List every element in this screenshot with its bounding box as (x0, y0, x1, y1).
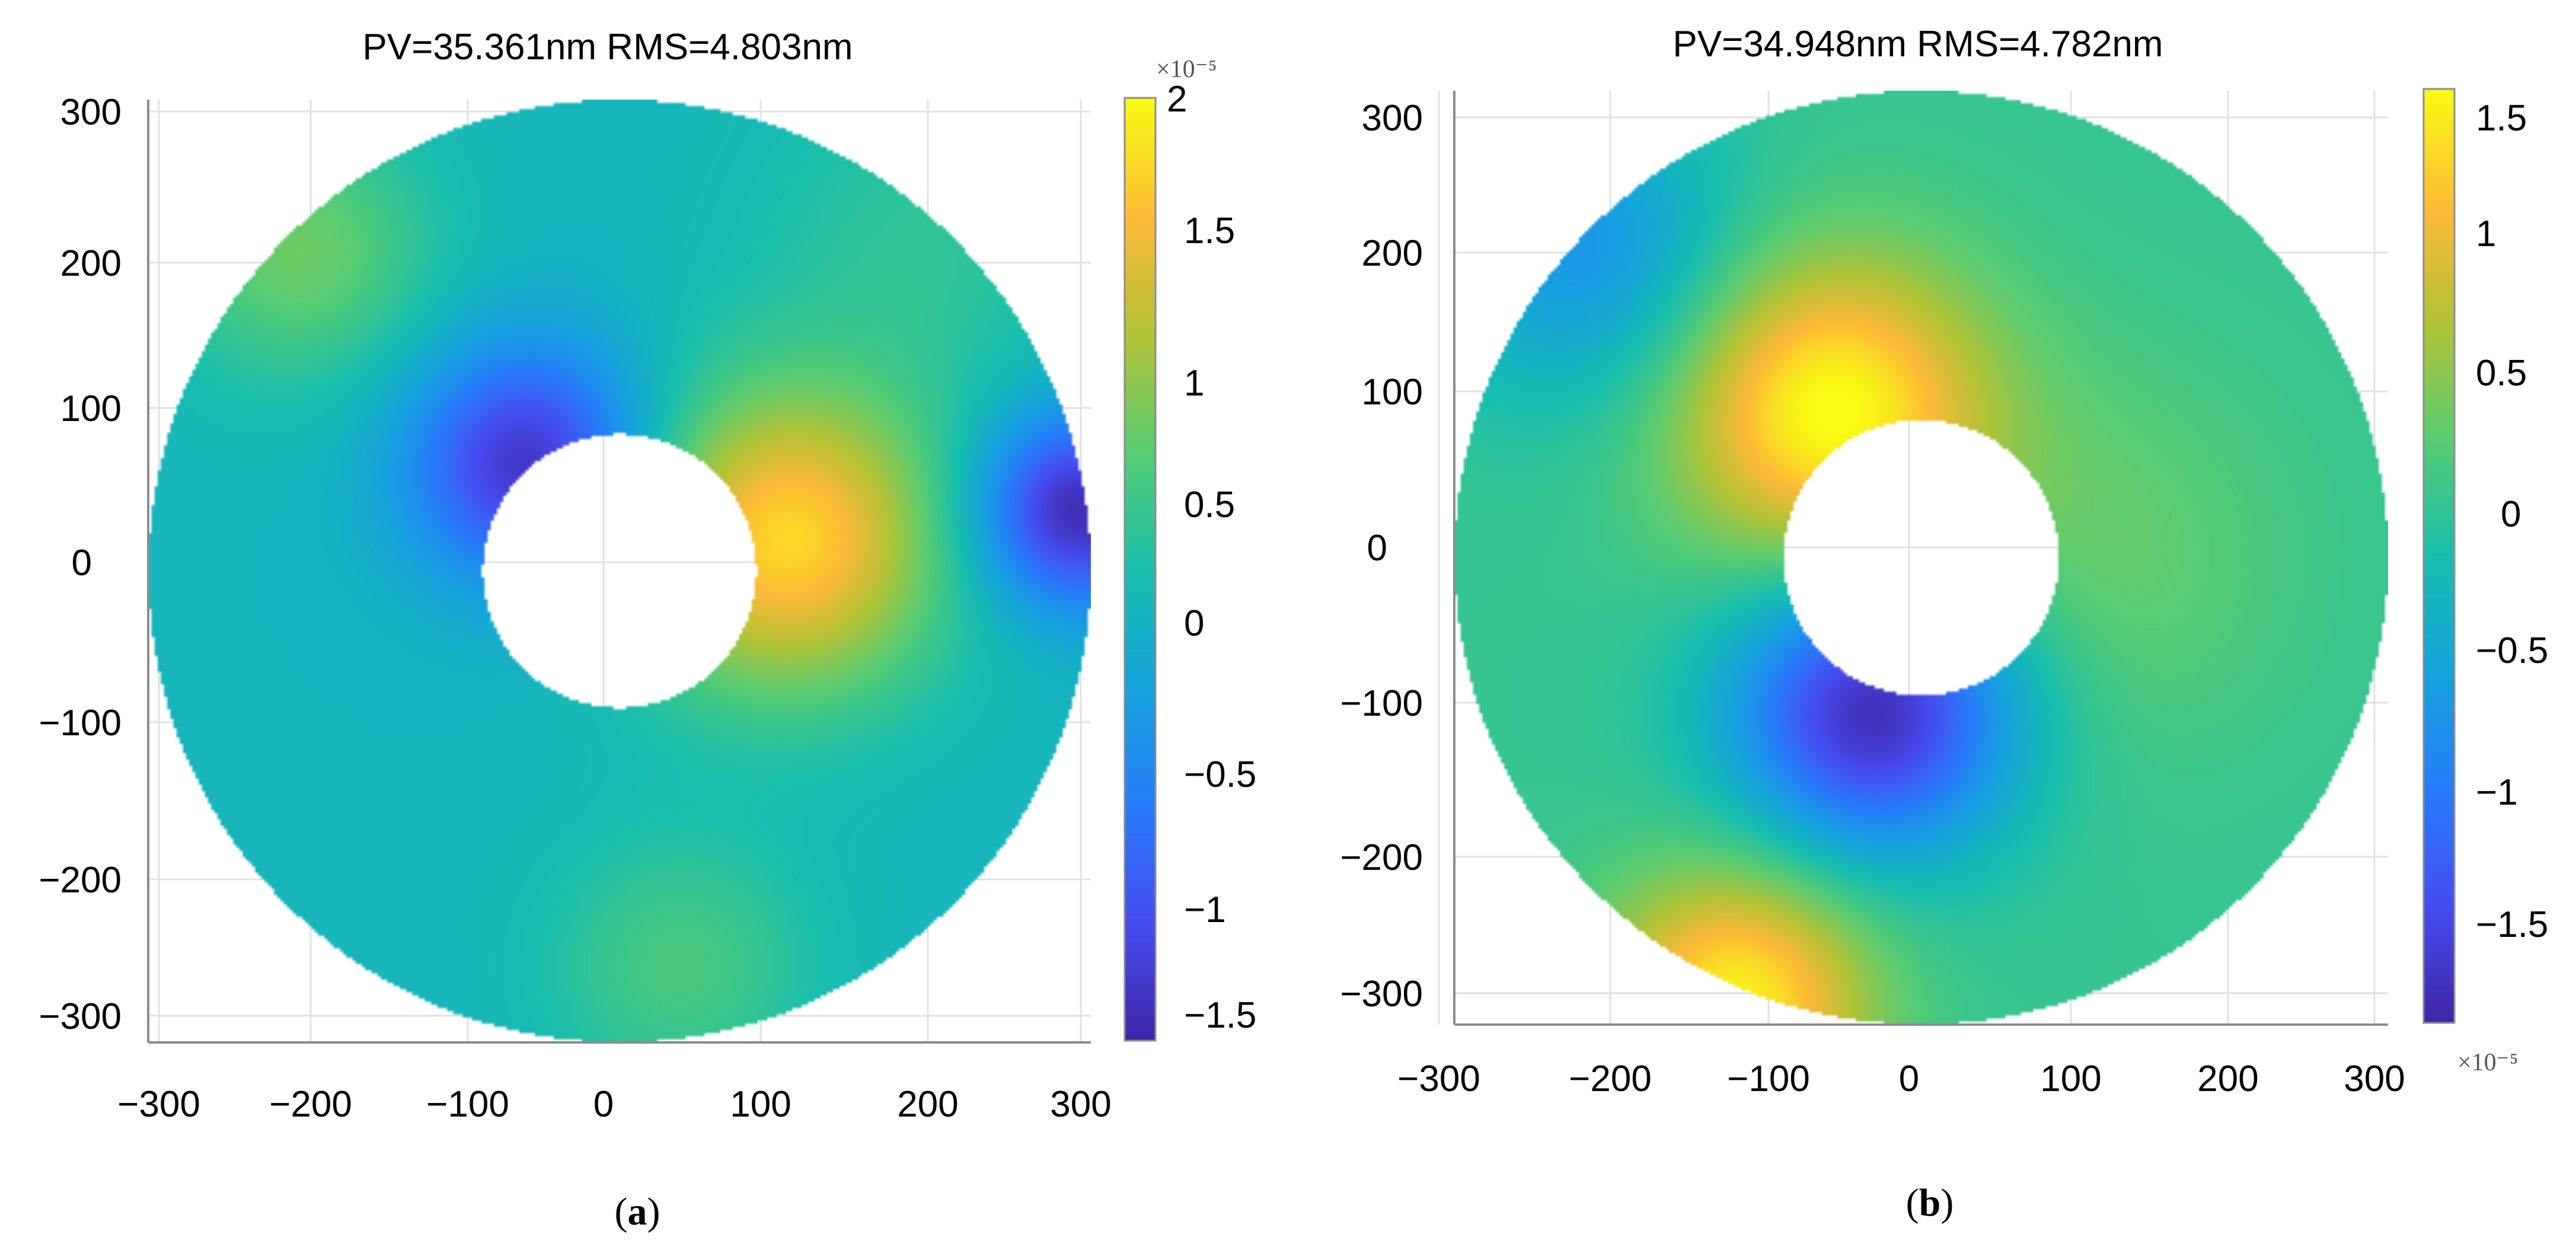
y-tick-label: −200 (39, 860, 122, 901)
x-tick-label: −200 (1569, 1058, 1652, 1099)
panel-a-y-ticks: 300 200 100 0 −100 −200 −300 (39, 92, 122, 1037)
colorbar-tick-label: 1.5 (1184, 211, 1235, 251)
colorbar-tick-label: −1.5 (2476, 904, 2548, 945)
y-tick-label: 100 (1362, 372, 1423, 413)
y-tick-label: −300 (39, 996, 122, 1037)
x-tick-label: −200 (269, 1084, 352, 1125)
panel-b-colorbar (2424, 89, 2454, 1023)
colorbar-tick-label: 2 (1167, 79, 1187, 120)
y-tick-label: 0 (72, 543, 92, 583)
colorbar-tick-label: −0.5 (2476, 630, 2548, 671)
panel-b-title: PV=34.948nm RMS=4.782nm (1672, 24, 2163, 65)
colorbar-tick-label: 0.5 (1184, 484, 1235, 525)
colorbar-tick-label: 1.5 (2476, 98, 2527, 139)
y-tick-label: 300 (60, 92, 122, 133)
colorbar-tick-label: −1 (2476, 772, 2518, 813)
panel-a-colorbar (1125, 98, 1155, 1041)
x-tick-label: 100 (730, 1084, 791, 1125)
y-tick-label: 200 (60, 243, 122, 284)
panel-a-caption: (a) (615, 1190, 660, 1233)
panel-a: PV=35.361nm RMS=4.803nm −300 −200 −100 0… (39, 27, 1256, 1233)
panel-b-x-ticks: −300 −200 −100 0 100 200 300 (1397, 1058, 2405, 1099)
y-tick-label: −200 (1340, 837, 1423, 878)
x-tick-label: 0 (593, 1084, 614, 1125)
panel-a-colorbar-frame (1123, 97, 1157, 1042)
x-tick-label: −100 (1727, 1058, 1810, 1099)
panel-b-axes (1453, 91, 2388, 1026)
colorbar-tick-label: −0.5 (1184, 754, 1256, 795)
x-tick-label: 300 (1050, 1084, 1111, 1125)
colorbar-tick-label: 0.5 (2476, 353, 2527, 394)
x-tick-label: −100 (426, 1084, 509, 1125)
panel-b-y-ticks: 300 200 100 0 −100 −200 −300 (1340, 98, 1423, 1015)
panel-a-colorbar-ticks: 2 1.5 1 0.5 0 −0.5 −1 −1.5 (1167, 79, 1256, 1036)
y-tick-label: 100 (60, 388, 122, 429)
x-tick-label: 0 (1899, 1058, 1919, 1099)
panel-a-x-ticks: −300 −200 −100 0 100 200 300 (117, 1084, 1112, 1125)
y-tick-label: −300 (1340, 974, 1423, 1015)
x-tick-label: 200 (2197, 1058, 2258, 1099)
x-tick-label: 200 (897, 1084, 958, 1125)
panel-a-axes (147, 100, 1091, 1044)
y-tick-label: −100 (1340, 683, 1423, 724)
x-tick-label: −300 (1397, 1058, 1480, 1099)
y-tick-label: 200 (1362, 233, 1423, 274)
colorbar-tick-label: 1 (1184, 363, 1204, 404)
panel-b-caption: (b) (1906, 1181, 1954, 1224)
colorbar-tick-label: −1 (1184, 889, 1226, 930)
panel-b-colorbar-exponent: ×10⁻⁵ (2457, 1049, 2518, 1076)
panel-a-heatmap (148, 100, 1091, 1042)
x-tick-label: −300 (117, 1084, 200, 1125)
panel-b: PV=34.948nm RMS=4.782nm −300 −200 −100 0… (1340, 24, 2548, 1224)
colorbar-tick-label: 0 (2501, 494, 2521, 535)
panel-a-colorbar-exponent: ×10⁻⁵ (1156, 56, 1217, 83)
y-tick-label: 0 (1367, 528, 1387, 569)
panel-a-label: a (628, 1190, 647, 1233)
x-tick-label: 100 (2040, 1058, 2101, 1099)
colorbar-tick-label: 0 (1184, 603, 1204, 644)
panel-b-colorbar-ticks: 1.5 1 0.5 0 −0.5 −1 −1.5 (2476, 98, 2548, 945)
y-tick-label: −100 (39, 703, 122, 744)
colorbar-tick-label: −1.5 (1184, 995, 1256, 1036)
panel-b-heatmap (1454, 91, 2388, 1025)
panel-a-title: PV=35.361nm RMS=4.803nm (362, 27, 853, 68)
y-tick-label: 300 (1362, 98, 1423, 139)
x-tick-label: 300 (2344, 1058, 2405, 1099)
colorbar-tick-label: 1 (2476, 213, 2496, 254)
panel-b-label: b (1919, 1181, 1941, 1224)
panel-b-colorbar-frame (2422, 88, 2456, 1024)
